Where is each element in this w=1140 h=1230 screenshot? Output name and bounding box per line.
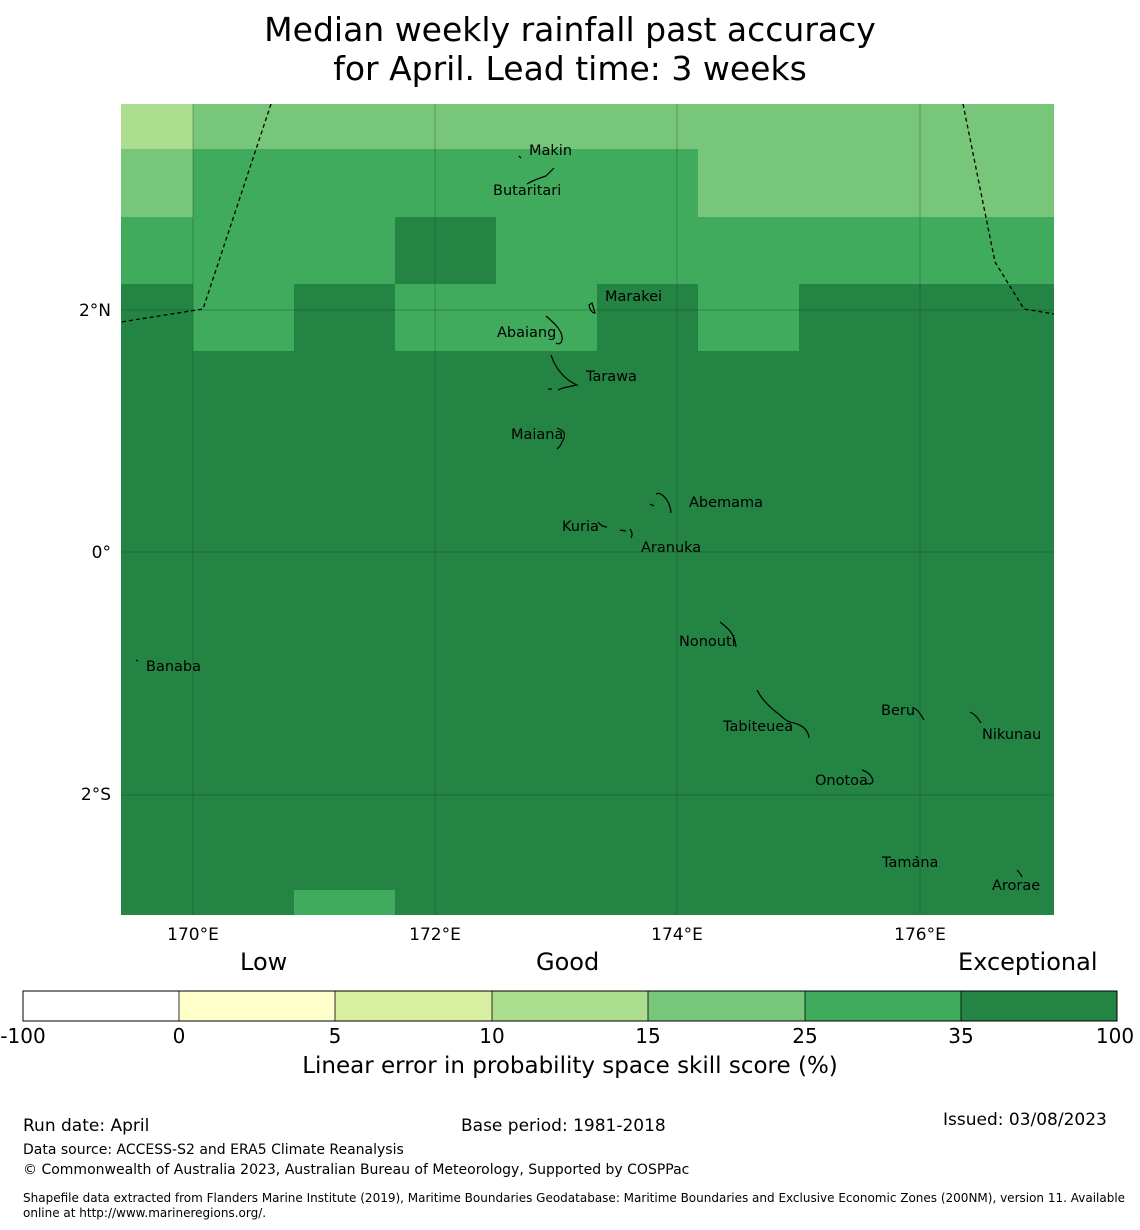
lat-tick-2n: 2°N: [79, 301, 111, 321]
colorbar-tick: 15: [635, 1024, 661, 1048]
island-label-banaba: Banaba: [146, 659, 201, 675]
island-label-tamana: Tamana: [881, 855, 938, 871]
colorbar-tick: 25: [792, 1024, 818, 1048]
colorbar-category-low: Low: [240, 948, 288, 976]
title-line-2: for April. Lead time: 3 weeks: [333, 49, 807, 88]
colorbar-tick: 10: [479, 1024, 505, 1048]
colorbar-segment: [648, 991, 805, 1021]
island-label-butaritari: Butaritari: [493, 183, 561, 199]
colorbar-tick: 35: [948, 1024, 974, 1048]
colorbar-segment: [961, 991, 1117, 1021]
island-label-beru: Beru: [881, 703, 915, 719]
island-label-makin: Makin: [529, 143, 572, 159]
colorbar-segment: [23, 991, 179, 1021]
lon-tick-172e: 172°E: [409, 925, 461, 945]
colorbar-tick: 100: [1095, 1024, 1135, 1048]
island-label-tabiteuea: Tabiteuea: [722, 719, 793, 735]
colorbar-tick: 0: [172, 1024, 186, 1048]
title-line-1: Median weekly rainfall past accuracy: [264, 10, 876, 49]
island-label-abemama: Abemama: [689, 495, 763, 511]
data-source: Data source: ACCESS-S2 and ERA5 Climate …: [23, 1142, 404, 1158]
island-label-maiana: Maiana: [511, 427, 563, 443]
lat-tick-0: 0°: [92, 543, 111, 563]
graticule: [121, 104, 1054, 915]
island-label-onotoa: Onotoa: [815, 773, 868, 789]
colorbar-tick: -100: [0, 1024, 46, 1048]
lon-tick-176e: 176°E: [894, 925, 946, 945]
colorbar-label: Linear error in probability space skill …: [302, 1053, 838, 1079]
colorbar-tick: 5: [328, 1024, 342, 1048]
colorbar-segment: [179, 991, 335, 1021]
copyright: © Commonwealth of Australia 2023, Austra…: [23, 1162, 690, 1178]
colorbar-segment: [335, 991, 492, 1021]
island-label-kuria: Kuria: [562, 519, 599, 535]
lon-tick-174e: 174°E: [651, 925, 703, 945]
eez-boundary: [120, 103, 1055, 323]
map-title: Median weekly rainfall past accuracy for…: [0, 10, 1140, 88]
island-label-arorae: Arorae: [992, 878, 1040, 894]
island-label-marakei: Marakei: [605, 289, 662, 305]
island-label-tarawa: Tarawa: [585, 369, 637, 385]
base-period: Base period: 1981-2018: [461, 1116, 666, 1136]
lon-tick-170e: 170°E: [167, 925, 219, 945]
lat-tick-2s: 2°S: [81, 785, 111, 805]
shapefile-credit: Shapefile data extracted from Flanders M…: [23, 1191, 1126, 1220]
island-label-nonouti: Nonouti: [679, 634, 736, 650]
colorbar-category-good: Good: [536, 948, 600, 976]
colorbar-segment: [492, 991, 648, 1021]
colorbar-category-exceptional: Exceptional: [958, 948, 1098, 976]
island-label-nikunau: Nikunau: [982, 727, 1041, 743]
island-label-abaiang: Abaiang: [497, 325, 556, 341]
issued-date: Issued: 03/08/2023: [943, 1110, 1107, 1130]
skill-grid: [121, 104, 1054, 915]
colorbar-segment: [805, 991, 961, 1021]
island-outlines: [135, 155, 1023, 878]
colorbar: [22, 990, 1118, 1022]
island-label-aranuka: Aranuka: [641, 540, 701, 556]
run-date: Run date: April: [23, 1116, 150, 1136]
